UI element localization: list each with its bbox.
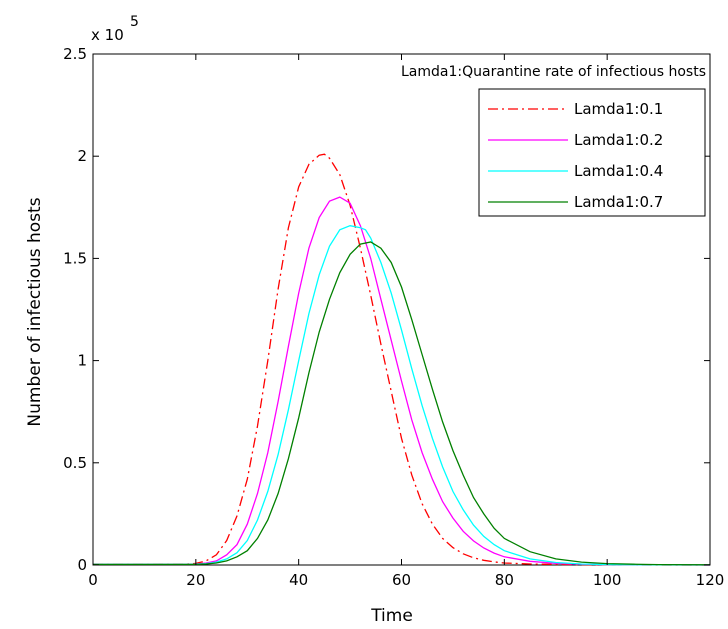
legend-label: Lamda1:0.1 xyxy=(574,100,663,118)
x-axis-label: Time xyxy=(370,606,413,626)
legend: Lamda1:0.1 Lamda1:0.2 Lamda1:0.4 Lamda1:0.7 xyxy=(478,88,706,217)
chart-annotation: Lamda1:Quarantine rate of infectious hos… xyxy=(401,64,706,80)
x-tick-label: 0 xyxy=(88,571,98,589)
series-line xyxy=(93,196,711,566)
y-tick-label: 2 xyxy=(77,147,87,165)
y-tick-label: 1.5 xyxy=(63,249,87,267)
legend-label: Lamda1:0.4 xyxy=(574,162,663,180)
y-multiplier-exponent: 5 xyxy=(130,14,139,30)
x-tick-label: 60 xyxy=(392,571,411,589)
x-tick-label: 20 xyxy=(186,571,205,589)
x-tick-label: 80 xyxy=(495,571,514,589)
legend-label: Lamda1:0.2 xyxy=(574,131,663,149)
y-tick-label: 1 xyxy=(77,352,87,370)
series-layer xyxy=(93,153,711,566)
tick-layer: 0 20 40 60 80 100 120 0 0.5 1 1.5 2 2.5 xyxy=(63,45,724,589)
y-tick-label: 0 xyxy=(77,556,87,574)
x-tick-label: 100 xyxy=(593,571,622,589)
legend-label: Lamda1:0.7 xyxy=(574,193,663,211)
legend-items: Lamda1:0.1 Lamda1:0.2 Lamda1:0.4 Lamda1:0.7 xyxy=(488,100,663,211)
y-multiplier-base: x 10 xyxy=(91,26,124,44)
y-tick-label: 2.5 xyxy=(63,45,87,63)
x-tick-label: 40 xyxy=(289,571,308,589)
series-line xyxy=(93,241,711,566)
legend-box xyxy=(478,88,706,217)
y-tick-label: 0.5 xyxy=(63,454,87,472)
x-tick-label: 120 xyxy=(696,571,725,589)
series-line xyxy=(93,225,711,566)
series-line xyxy=(93,153,710,566)
y-axis-label: Number of infectious hosts xyxy=(25,197,45,426)
